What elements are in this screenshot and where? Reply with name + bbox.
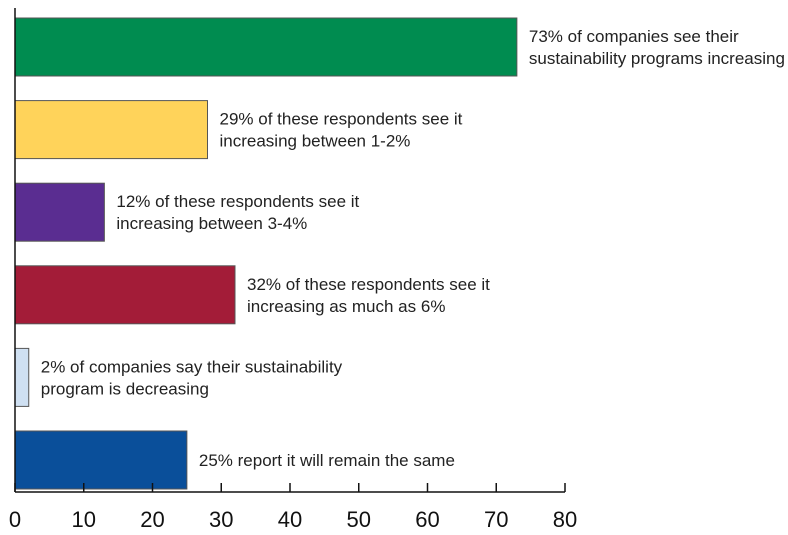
- bar-label-line: 2% of companies say their sustainability: [41, 357, 343, 376]
- bar-1: [14, 17, 518, 77]
- bar-3: [14, 182, 105, 242]
- bar-label-line: increasing as much as 6%: [247, 297, 445, 316]
- bar-label-4: 32% of these respondents see it increasin…: [247, 275, 490, 316]
- bar-label-line: program is decreasing: [41, 379, 209, 398]
- bar-2: [14, 100, 208, 160]
- bar-label-line: 12% of these respondents see it: [116, 192, 359, 211]
- x-tick-label: 10: [72, 507, 96, 532]
- bar-labels-layer: 73% of companies see their sustainability…: [41, 27, 785, 470]
- bar-label-5: 2% of companies say their sustainability…: [41, 357, 343, 398]
- bar-label-3: 12% of these respondents see it increasin…: [116, 192, 359, 233]
- bars-layer: [14, 17, 518, 490]
- x-tick-label: 80: [553, 507, 577, 532]
- bar-label-line: sustainability programs increasing: [529, 49, 785, 68]
- bar-label-1: 73% of companies see their sustainability…: [529, 27, 785, 68]
- bar-label-2: 29% of these respondents see it increasin…: [220, 110, 463, 151]
- bar-label-line: 73% of companies see their: [529, 27, 739, 46]
- x-tick-label: 50: [347, 507, 371, 532]
- x-tick-label: 70: [484, 507, 508, 532]
- x-tick-label: 40: [278, 507, 302, 532]
- bar-label-line: 32% of these respondents see it: [247, 275, 490, 294]
- x-tick-label: 60: [415, 507, 439, 532]
- bar-6: [14, 430, 188, 490]
- x-axis-ticks: 0 10 20 30 40 50 60 70 80: [9, 483, 577, 532]
- bar-label-6: 25% report it will remain the same: [199, 451, 455, 470]
- x-tick-label: 0: [9, 507, 21, 532]
- bar-5: [14, 347, 30, 407]
- x-tick-label: 20: [140, 507, 164, 532]
- bar-label-line: 25% report it will remain the same: [199, 451, 455, 470]
- bar-4: [14, 265, 236, 325]
- bar-label-line: increasing between 3-4%: [116, 214, 307, 233]
- x-tick-label: 30: [209, 507, 233, 532]
- bar-label-line: 29% of these respondents see it: [220, 110, 463, 129]
- bar-label-line: increasing between 1-2%: [220, 132, 411, 151]
